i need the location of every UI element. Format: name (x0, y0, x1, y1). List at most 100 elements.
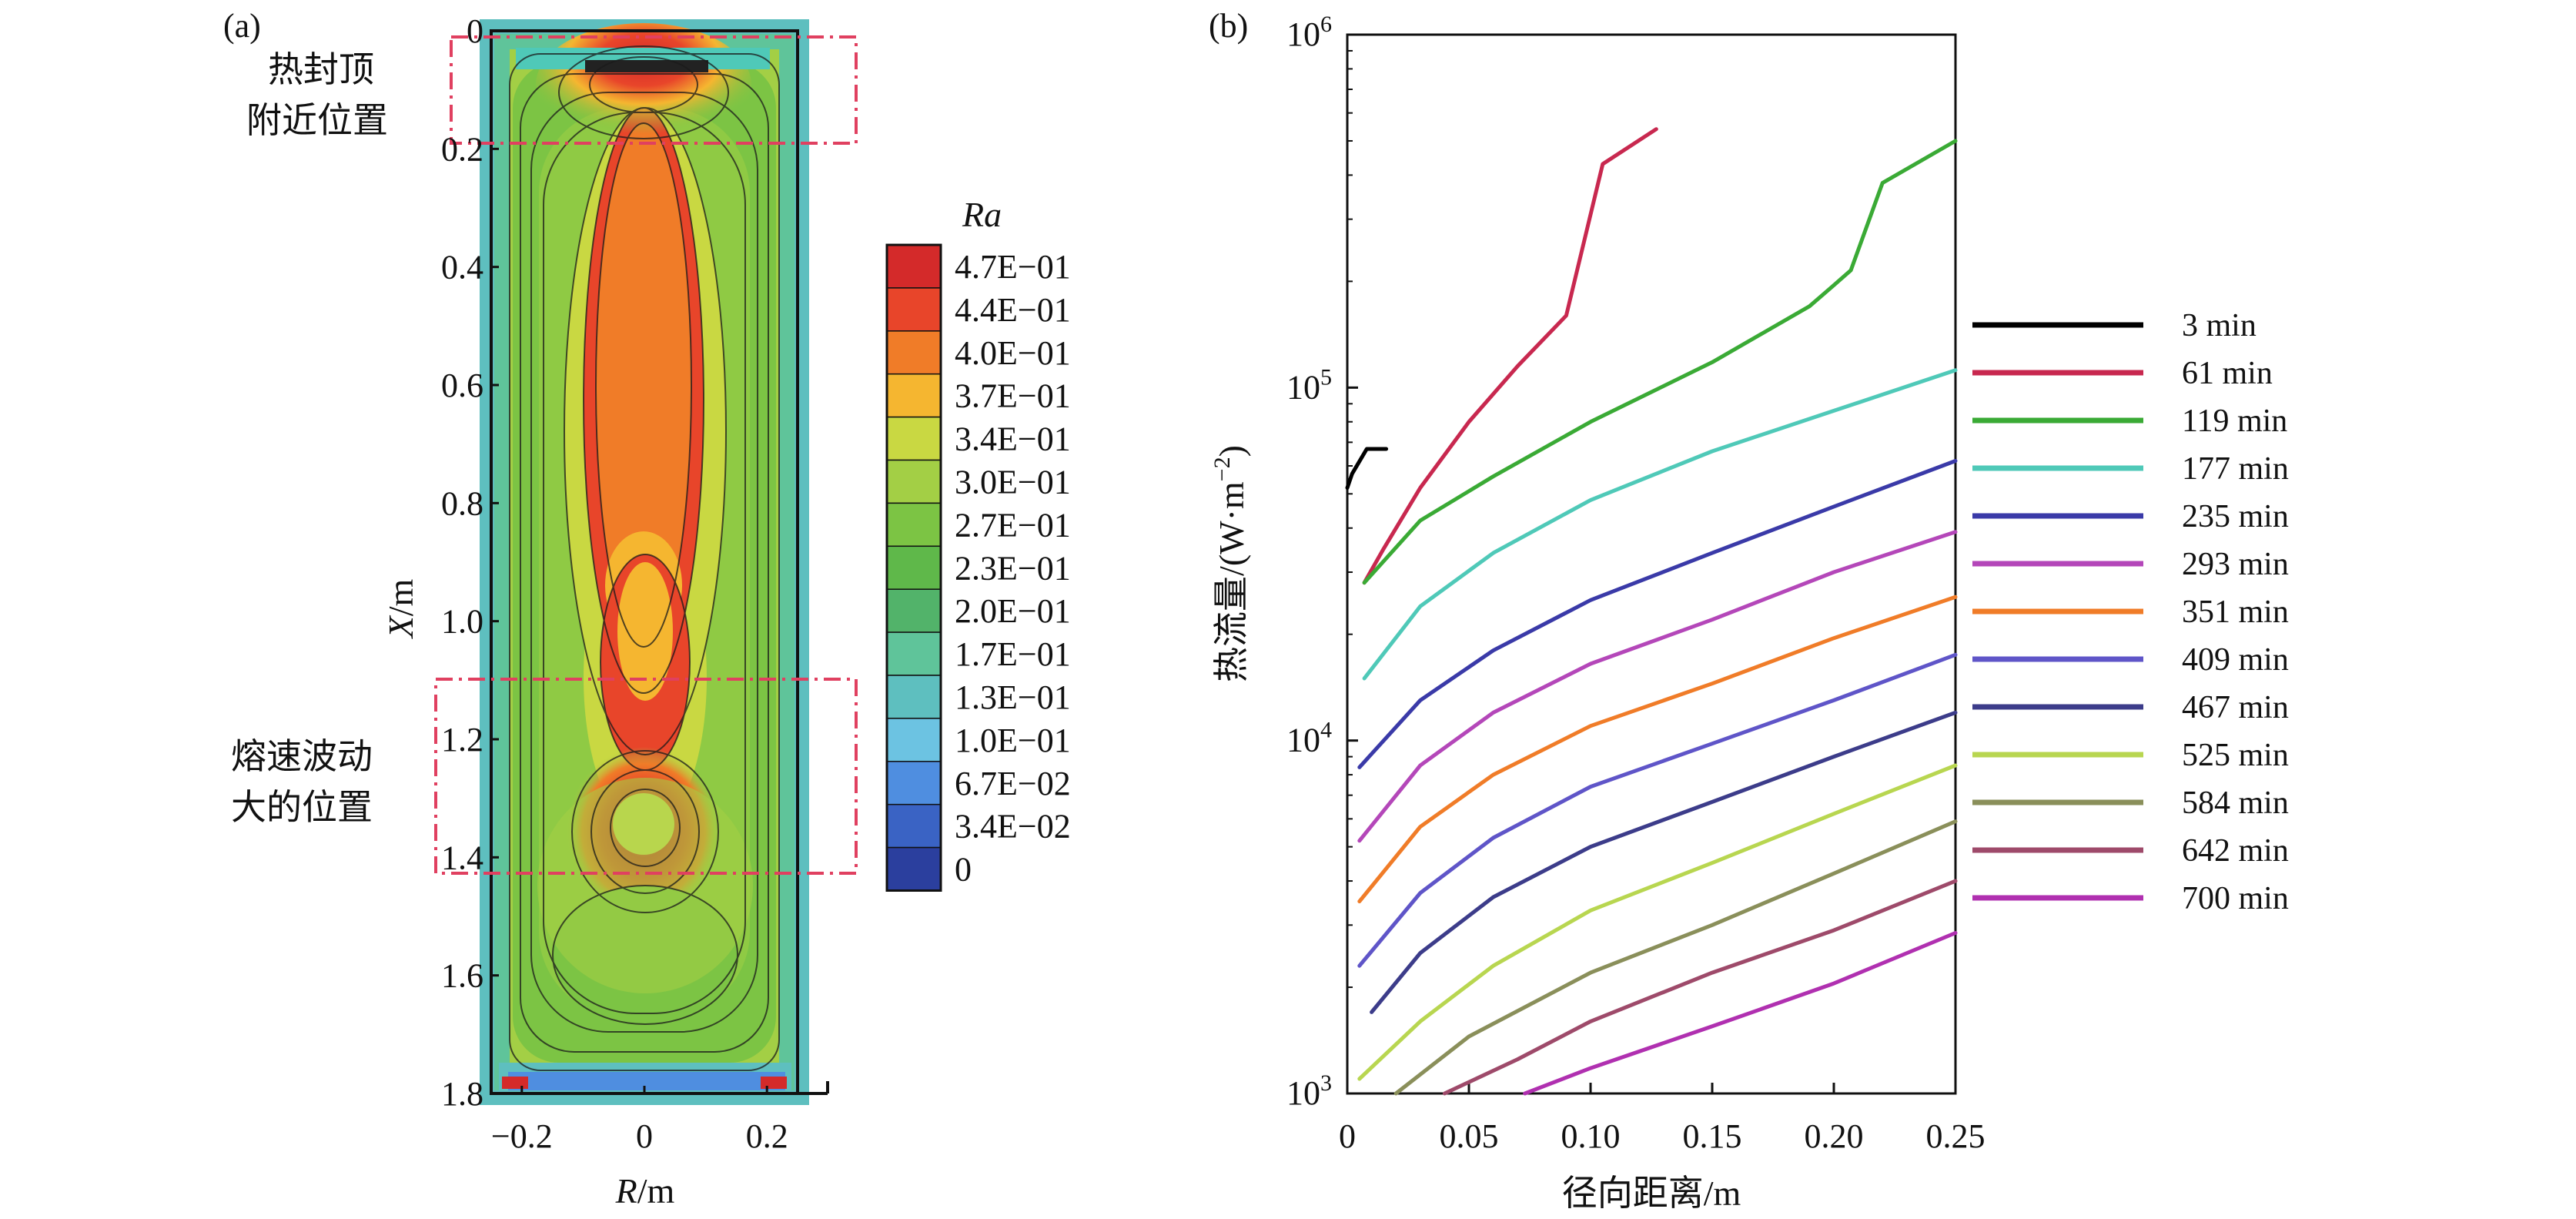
colorbar-swatch (886, 545, 942, 590)
panel-b-ylabel: 热流量/(W·m−2) (1209, 445, 1251, 682)
colorbar-swatch (886, 244, 942, 289)
legend-label: 3 min (2182, 308, 2257, 343)
series-line (1357, 459, 1958, 769)
colorbar: 4.7E−01 4.4E−01 4.0E−01 3.7E−01 3.4E−01 3.0E−… (885, 243, 1071, 892)
panel-a-ytick-label: 1.6 (441, 957, 483, 995)
series-line (1357, 530, 1958, 843)
panel-a-xtick-label: 0 (636, 1117, 653, 1155)
panel-b-xlabel: 径向距离/m (1562, 1174, 1741, 1213)
legend: 3 min 61 min 119 min 177 min 235 min 293 min 3… (1972, 308, 2289, 916)
panel-a-ytick-label: 1.0 (441, 603, 483, 641)
colorbar-swatch (886, 287, 942, 332)
series-line (1357, 594, 1958, 904)
colorbar-label: 4.7E−01 (955, 248, 1071, 286)
ra-contour-field (480, 19, 829, 1105)
colorbar-label: 2.0E−01 (955, 592, 1071, 630)
colorbar-swatch (886, 330, 942, 375)
panel-a-xtick-label: 0.2 (746, 1117, 788, 1155)
series-line (1357, 763, 1958, 1081)
panel-a-ytick-label: 1.2 (441, 721, 483, 759)
series-line (1523, 931, 1958, 1096)
series-line (1442, 879, 1958, 1096)
panel-a-ytick-label: 0 (467, 12, 483, 50)
panel-a-ytick-label: 0.6 (441, 367, 483, 404)
annotation-wave-line2: 大的位置 (231, 786, 373, 828)
series-line (1362, 139, 1958, 585)
annotation-top-line2: 附近位置 (246, 99, 388, 141)
legend-label: 642 min (2182, 833, 2289, 869)
legend-label: 467 min (2182, 690, 2289, 725)
panel-a-ytick-label: 1.8 (441, 1075, 483, 1113)
series-line (1362, 368, 1958, 681)
panel-a-ytick-label: 0.4 (441, 249, 483, 286)
series-line (1393, 819, 1958, 1096)
series-line (1357, 652, 1958, 968)
colorbar-label: 3.7E−01 (955, 377, 1071, 415)
annotation-top-line1: 热封顶 (268, 49, 374, 90)
colorbar-swatch (886, 416, 942, 461)
colorbar-title: Ra (962, 195, 1002, 234)
colorbar-label: 4.0E−01 (955, 334, 1071, 372)
top-region-box (450, 35, 858, 145)
legend-label: 700 min (2182, 881, 2289, 916)
legend-label: 525 min (2182, 738, 2289, 773)
panel-b-ytick-label: 105 (1286, 364, 1332, 406)
colorbar-swatch (886, 373, 942, 418)
legend-label: 61 min (2182, 356, 2273, 391)
panel-a-xlabel: R/m (615, 1171, 675, 1211)
legend-label: 293 min (2182, 547, 2289, 582)
colorbar-swatch (886, 761, 942, 805)
colorbar-label: 3.4E−02 (955, 808, 1071, 846)
colorbar-label: 1.0E−01 (955, 722, 1071, 759)
panel-a-label: (a) (223, 7, 261, 45)
panel-b-ytick-label: 103 (1286, 1070, 1332, 1112)
plot-b-frame (1346, 33, 1957, 1095)
colorbar-frame (885, 243, 942, 892)
legend-label: 409 min (2182, 642, 2289, 678)
wave-region-box (434, 678, 858, 875)
colorbar-swatch (886, 718, 942, 762)
panel-b-xtick-label: 0 (1339, 1117, 1356, 1155)
colorbar-label: 2.3E−01 (955, 549, 1071, 587)
panel-a-ylabel: X/m (381, 578, 420, 639)
panel-a-ytick-label: 0.8 (441, 484, 483, 522)
annotation-wave-line1: 熔速波动 (231, 735, 373, 777)
colorbar-swatch (886, 502, 942, 548)
series-line (1370, 710, 1958, 1014)
panel-a-ytick-label: 0.2 (441, 130, 483, 168)
colorbar-swatch (886, 588, 942, 633)
legend-label: 119 min (2182, 404, 2287, 439)
legend-label: 177 min (2182, 451, 2289, 487)
colorbar-swatch (886, 631, 942, 676)
contour-panel: (a) (223, 7, 1071, 1211)
series-line (1345, 447, 1389, 490)
colorbar-label: 4.4E−01 (955, 291, 1071, 329)
series-line (1362, 127, 1658, 585)
panel-a-xtick-label: −0.2 (491, 1117, 553, 1155)
colorbar-label: 3.0E−01 (955, 463, 1071, 501)
colorbar-swatch (886, 803, 942, 849)
colorbar-label: 2.7E−01 (955, 506, 1071, 544)
panel-b-ytick-label: 104 (1286, 718, 1332, 759)
colorbar-label: 0 (955, 851, 972, 889)
colorbar-swatch (886, 675, 942, 719)
colorbar-label: 1.7E−01 (955, 635, 1071, 673)
panel-b-ytick-label: 106 (1286, 12, 1332, 53)
colorbar-label: 1.3E−01 (955, 678, 1071, 716)
line-panel: (b) 103 104 105 106 0 0.05 0.10 0.15 0.20 0.25 3… (1209, 7, 2289, 1213)
panel-a-ytick-label: 1.4 (441, 839, 483, 876)
colorbar-swatch (886, 846, 942, 892)
panel-b-xtick-label: 0.20 (1805, 1117, 1864, 1155)
panel-b-label: (b) (1209, 7, 1248, 45)
legend-label: 351 min (2182, 594, 2289, 630)
panel-b-xtick-label: 0.05 (1440, 1117, 1499, 1155)
legend-label: 235 min (2182, 499, 2289, 534)
panel-b-xtick-label: 0.10 (1561, 1117, 1621, 1155)
legend-label: 584 min (2182, 785, 2289, 821)
colorbar-swatch (886, 459, 942, 504)
panel-b-xtick-label: 0.25 (1926, 1117, 1986, 1155)
colorbar-label: 6.7E−02 (955, 765, 1071, 802)
colorbar-label: 3.4E−01 (955, 420, 1071, 458)
panel-b-xtick-label: 0.15 (1683, 1117, 1742, 1155)
